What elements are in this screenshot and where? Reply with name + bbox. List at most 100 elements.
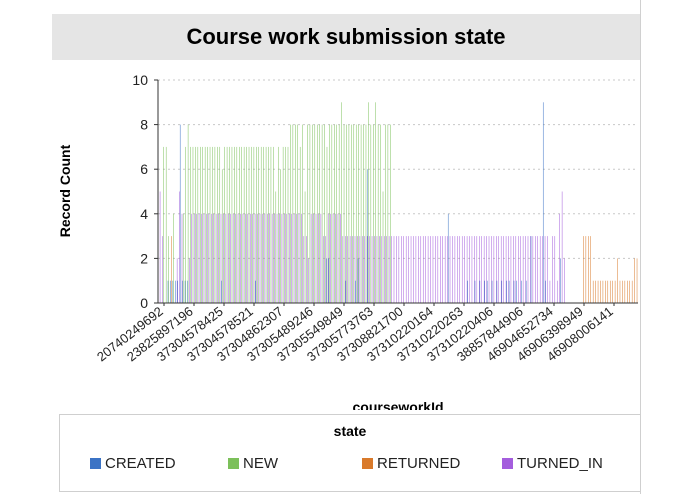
bar-turned-in-104[interactable]	[413, 236, 414, 303]
bar-turned-in-134[interactable]	[486, 236, 487, 303]
legend-item-returned[interactable]: RETURNED	[362, 455, 460, 472]
bar-turned-in-122[interactable]	[457, 236, 458, 303]
bar-new-16[interactable]	[197, 146, 199, 303]
bar-turned-in-125[interactable]	[464, 236, 465, 303]
bar-new-35[interactable]	[243, 146, 245, 303]
bar-turned-in-85[interactable]	[366, 236, 368, 303]
bar-turned-in-150[interactable]	[525, 236, 526, 303]
bar-turned-in-117[interactable]	[444, 236, 446, 303]
bar-created-82[interactable]	[357, 258, 359, 303]
bar-turned-in-52[interactable]	[286, 213, 288, 303]
bar-turned-in-98[interactable]	[398, 236, 400, 303]
bar-created-143[interactable]	[506, 280, 507, 303]
bar-turned-in-142[interactable]	[505, 236, 507, 303]
bar-new-67[interactable]	[321, 124, 323, 303]
bar-new-91[interactable]	[380, 124, 381, 303]
bar-returned-184[interactable]	[607, 280, 609, 303]
bar-turned-in-81[interactable]	[357, 236, 358, 303]
bar-turned-in-102[interactable]	[408, 236, 409, 303]
bar-turned-in-163[interactable]	[556, 280, 558, 303]
bar-turned-in-50[interactable]	[281, 213, 283, 303]
bar-turned-in-63[interactable]	[313, 213, 314, 303]
bar-new-20[interactable]	[207, 146, 208, 303]
bar-returned-181[interactable]	[600, 280, 601, 303]
bar-new-81[interactable]	[355, 124, 357, 303]
bar-turned-in-121[interactable]	[454, 236, 456, 303]
bar-new-88[interactable]	[373, 124, 374, 303]
bar-turned-in-23[interactable]	[215, 213, 217, 303]
bar-turned-in-93[interactable]	[386, 236, 387, 303]
bar-new-82[interactable]	[358, 124, 359, 303]
bar-created-144[interactable]	[508, 280, 510, 303]
bar-returned-178[interactable]	[592, 280, 594, 303]
bar-turned-in-126[interactable]	[466, 236, 468, 303]
bar-turned-in-12[interactable]	[189, 258, 190, 303]
bar-returned-186[interactable]	[612, 280, 613, 303]
bar-turned-in-114[interactable]	[437, 236, 439, 303]
bar-turned-in-64[interactable]	[315, 213, 317, 303]
bar-new-27[interactable]	[224, 146, 225, 303]
bar-turned-in-139[interactable]	[498, 236, 500, 303]
bar-created-81[interactable]	[355, 280, 356, 303]
bar-turned-in-69[interactable]	[327, 213, 329, 303]
bar-new-28[interactable]	[226, 146, 228, 303]
bar-turned-in-57[interactable]	[298, 213, 300, 303]
bar-turned-in-166[interactable]	[564, 258, 565, 303]
bar-turned-in-55[interactable]	[293, 213, 295, 303]
bar-turned-in-42[interactable]	[262, 213, 263, 303]
bar-created-12[interactable]	[187, 280, 188, 303]
bar-created-40[interactable]	[255, 280, 256, 303]
bar-new-57[interactable]	[297, 124, 298, 303]
bar-turned-in-73[interactable]	[337, 213, 339, 303]
bar-turned-in-39[interactable]	[254, 213, 256, 303]
bar-new-84[interactable]	[363, 124, 364, 303]
bar-turned-in-36[interactable]	[247, 213, 249, 303]
bar-created-153[interactable]	[530, 236, 532, 303]
bar-returned-180[interactable]	[597, 280, 599, 303]
bar-turned-in-25[interactable]	[220, 213, 222, 303]
bar-new-48[interactable]	[275, 191, 277, 304]
bar-new-46[interactable]	[270, 146, 272, 303]
bar-turned-in-96[interactable]	[393, 236, 395, 303]
bar-new-21[interactable]	[209, 146, 211, 303]
bar-turned-in-137[interactable]	[493, 236, 495, 303]
bar-turned-in-59[interactable]	[303, 236, 305, 303]
bar-turned-in-90[interactable]	[379, 236, 380, 303]
bar-turned-in-72[interactable]	[335, 213, 336, 303]
bar-turned-in-147[interactable]	[518, 236, 519, 303]
bar-turned-in-165[interactable]	[561, 191, 563, 304]
bar-new-14[interactable]	[192, 146, 194, 303]
bar-turned-in-157[interactable]	[542, 236, 543, 303]
bar-turned-in-108[interactable]	[422, 236, 424, 303]
bar-turned-in-41[interactable]	[259, 213, 261, 303]
bar-new-52[interactable]	[285, 146, 286, 303]
bar-turned-in-132[interactable]	[481, 236, 482, 303]
bar-returned-191[interactable]	[624, 280, 626, 303]
bar-turned-in-101[interactable]	[405, 236, 407, 303]
bar-returned-177[interactable]	[590, 236, 591, 303]
bar-created-132[interactable]	[479, 280, 481, 303]
bar-created-149[interactable]	[521, 280, 522, 303]
bar-turned-in-154[interactable]	[535, 236, 536, 303]
bar-created-70[interactable]	[328, 258, 330, 303]
bar-new-23[interactable]	[214, 146, 216, 303]
bar-created-4[interactable]	[167, 280, 169, 303]
bar-new-33[interactable]	[239, 146, 240, 303]
bar-turned-in-40[interactable]	[257, 213, 258, 303]
bar-new-69[interactable]	[326, 146, 328, 303]
bar-turned-in-53[interactable]	[288, 213, 290, 303]
bar-created-7[interactable]	[175, 280, 176, 303]
bar-turned-in-65[interactable]	[318, 213, 319, 303]
bar-turned-in-48[interactable]	[276, 213, 278, 303]
bar-new-19[interactable]	[204, 146, 206, 303]
bar-turned-in-86[interactable]	[369, 236, 370, 303]
bar-turned-in-158[interactable]	[544, 236, 546, 303]
bar-new-56[interactable]	[295, 124, 296, 303]
legend-item-created[interactable]: CREATED	[90, 455, 176, 472]
bar-created-10[interactable]	[182, 280, 183, 303]
bar-turned-in-133[interactable]	[483, 236, 485, 303]
bar-new-53[interactable]	[287, 146, 289, 303]
bar-turned-in-149[interactable]	[522, 236, 524, 303]
bar-new-12[interactable]	[187, 124, 189, 303]
bar-new-49[interactable]	[278, 146, 279, 303]
